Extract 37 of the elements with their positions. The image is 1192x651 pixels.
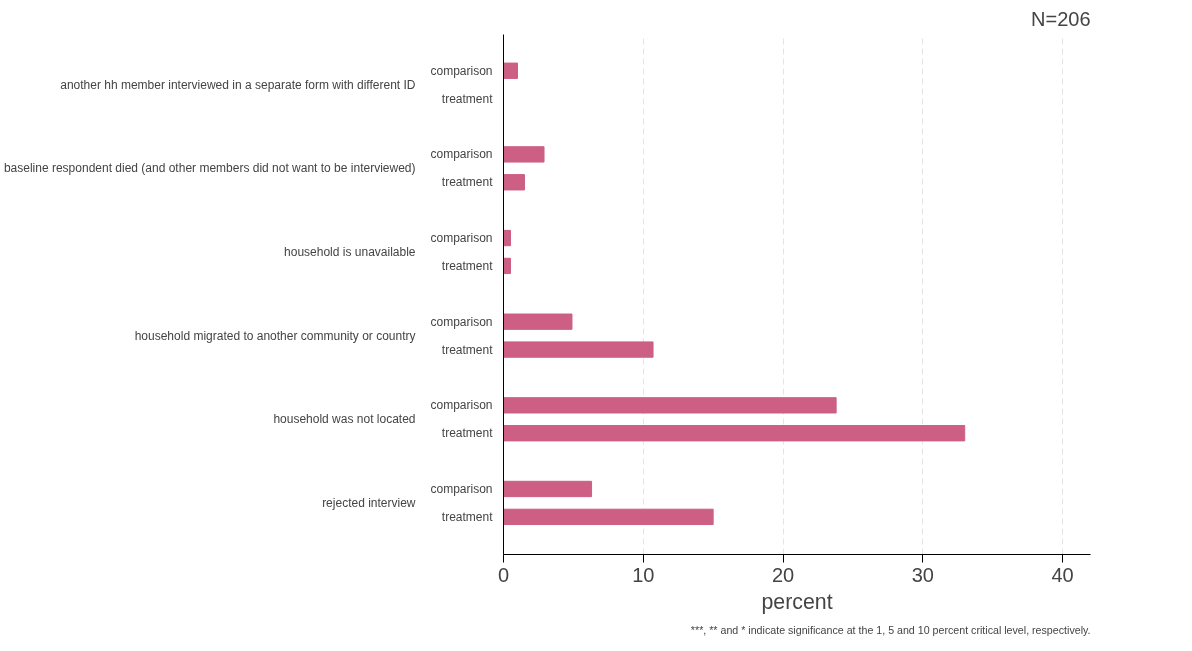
text: N=206: [1031, 7, 1091, 30]
bar: [503, 397, 837, 414]
bar: [503, 229, 511, 247]
bar: [503, 174, 525, 191]
bar: [503, 257, 511, 275]
text: ***, ** and * indicate significance at the 1, 5 and 10 percent critical level, respectively.: [690, 623, 1091, 636]
series-label: comparison: [430, 63, 493, 78]
text: comparison: [430, 231, 493, 246]
bar: [503, 480, 593, 498]
text: comparison: [430, 481, 493, 496]
text: treatment: [441, 342, 493, 357]
text: treatment: [441, 426, 493, 441]
text: treatment: [441, 509, 493, 524]
x-tick-label: 40: [1051, 563, 1074, 586]
bar: [503, 508, 714, 526]
y-tick-label: baseline respondent died (and other members did not want to be interviewed): [3, 161, 416, 176]
text: treatment: [441, 175, 493, 190]
text: comparison: [430, 314, 493, 329]
bar: [503, 146, 545, 163]
x-tick-label: 10: [632, 563, 655, 586]
bar: [503, 341, 654, 358]
text: comparison: [430, 398, 493, 413]
x-tick-label: 20: [771, 563, 795, 586]
series-label: treatment: [441, 91, 494, 106]
y-tick-label: rejected interview: [322, 495, 416, 510]
text: comparison: [430, 147, 493, 162]
x-axis-title: percent: [761, 589, 833, 614]
x-tick-label: 30: [911, 563, 934, 586]
y-tick-label: household is unavailable: [284, 244, 416, 259]
y-tick-label: another hh member interviewed in a separate form with different ID: [60, 77, 416, 92]
y-tick-label: household migrated to another community or country: [134, 328, 416, 343]
y-tick-label: household was not located: [273, 412, 416, 427]
bar: [503, 62, 518, 79]
bar: [503, 313, 573, 330]
text: treatment: [441, 258, 493, 273]
x-tick-label: 0: [497, 563, 510, 586]
bar: [503, 425, 966, 442]
